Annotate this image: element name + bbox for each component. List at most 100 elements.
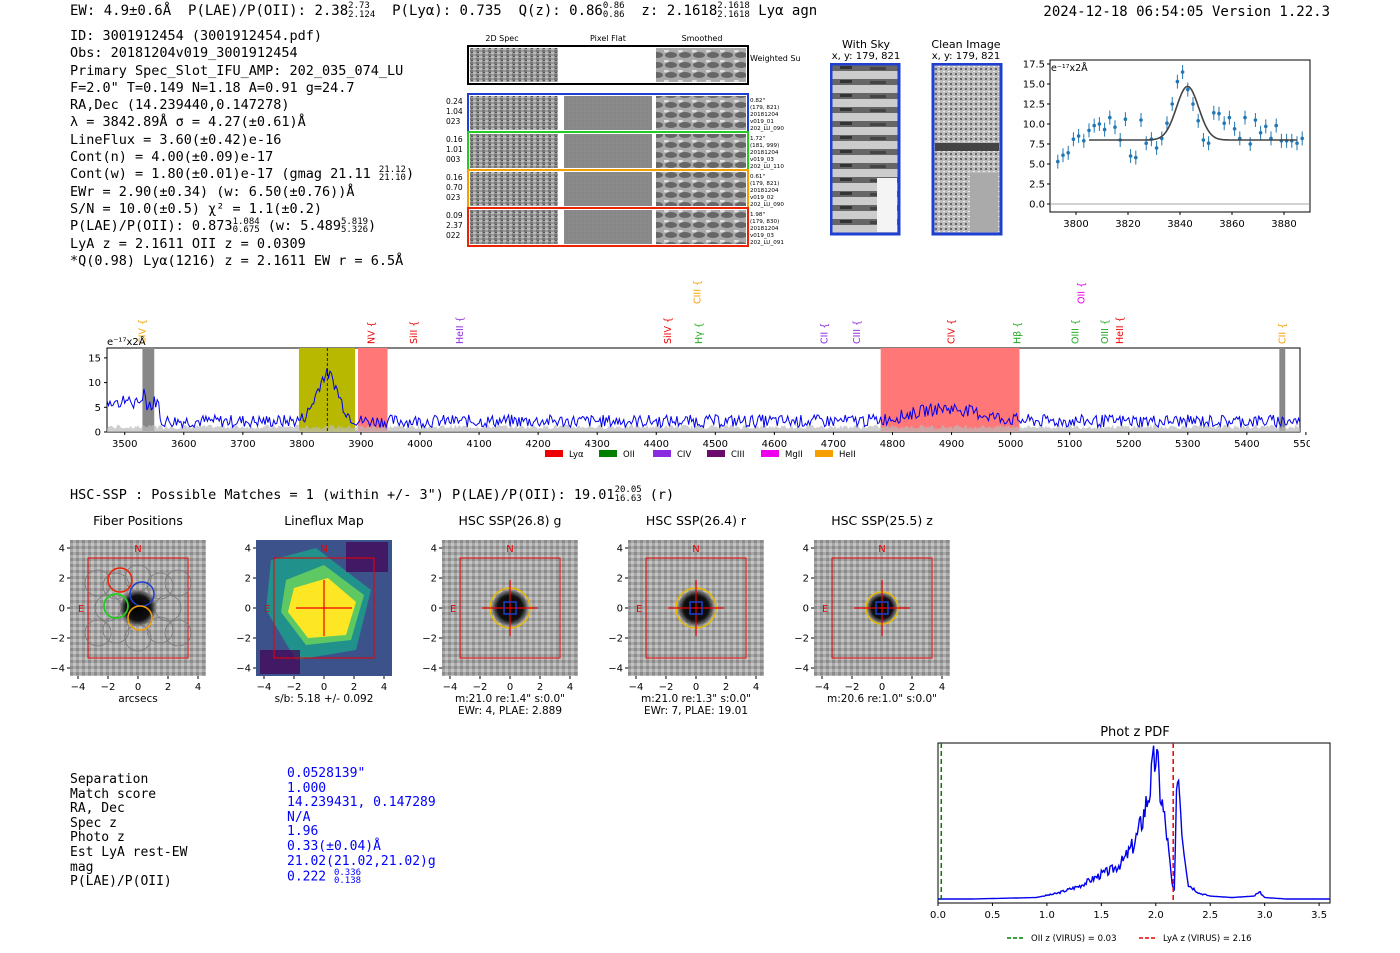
fit-point <box>1186 87 1190 92</box>
hsc-panel-title: HSC SSP(26.8) g <box>459 513 562 528</box>
fiber-2d-spec <box>470 134 558 168</box>
legend-label: CIV <box>677 450 691 460</box>
hsc-ytick: −4 <box>422 664 437 675</box>
match-value: 14.239431, 0.147289 <box>287 795 436 811</box>
spectral-line-label: OII { <box>1076 282 1087 304</box>
fiber-circle <box>102 616 130 644</box>
fit-point <box>1300 136 1304 141</box>
fiber-right-info: 202_LU_091 <box>750 240 784 246</box>
spectrum-xtick: 3700 <box>230 439 255 450</box>
match-label: Est LyA rest-EW <box>70 844 188 860</box>
fit-xtick: 3840 <box>1167 219 1192 230</box>
fit-point <box>1097 122 1102 126</box>
hsc-xtick: 0 <box>135 682 141 693</box>
fiber-right-info: 0.82" <box>750 98 765 104</box>
header-qz: Q(z): 0.86 <box>518 3 603 19</box>
hsc-ytick: −4 <box>236 664 251 675</box>
fit-point <box>1264 124 1268 129</box>
fit-point <box>1134 155 1138 160</box>
photz-legend-label: LyA z (VIRUS) = 2.16 <box>1163 934 1252 944</box>
spectrum-ytick: 0 <box>95 428 101 439</box>
fiber-circle <box>84 619 112 647</box>
fit-point <box>1243 115 1247 120</box>
with-sky-title: With Sky x, y: 179, 821 <box>831 38 901 62</box>
hsc-xtick: 4 <box>381 682 387 693</box>
spectrum-xtick: 5500 <box>1293 439 1310 450</box>
spectrum-xtick: 4000 <box>407 439 432 450</box>
fiber-circle <box>94 594 122 622</box>
info-sn: S/N = 10.0(±0.5) χ² = 1.1(±0.2) <box>70 200 322 217</box>
fiber-left-stat: 0.16 <box>446 173 463 182</box>
hsc-xtick: 2 <box>351 682 357 693</box>
fiber-circle-green <box>103 593 129 619</box>
header-plya: P(Lyα): 0.735 <box>392 3 502 19</box>
info-contw: Cont(w) = 1.80(±0.01)e-17 (gmag 21.11 21… <box>70 165 415 184</box>
fiber-left-stat: 003 <box>446 155 461 164</box>
fiber-left-stat: 1.04 <box>446 107 463 116</box>
spectrum-xtick: 4500 <box>703 439 728 450</box>
info-fwhm: F=2.0" T=0.149 N=1.18 A=0.91 g=24.7 <box>70 79 355 96</box>
match-label: Match score <box>70 786 157 802</box>
fit-point <box>1165 121 1169 125</box>
hsc-ytick: −2 <box>608 634 623 645</box>
search-box <box>831 557 933 659</box>
photz-xtick: 1.5 <box>1093 910 1109 921</box>
hsc-xtick: 0 <box>693 682 699 693</box>
spectral-line-label: Hβ { <box>1013 322 1024 344</box>
hsc-xtick: 4 <box>567 682 573 693</box>
hsc-caption2: EWr: 4, PLAE: 2.889 <box>458 705 562 717</box>
spectrum-xtick: 3500 <box>112 439 137 450</box>
fit-point <box>1113 125 1117 129</box>
info-radec: RA,Dec (14.239440,0.147278) <box>70 97 290 114</box>
info-lya-z: LyA z = 2.1611 OII z = 0.0309 <box>70 235 306 252</box>
info-lineflux: LineFlux = 3.60(±0.42)e-16 <box>70 131 282 148</box>
fiber-left-stat: 023 <box>446 193 461 202</box>
hsc-ytick: −2 <box>422 634 437 645</box>
fit-point <box>1222 121 1226 125</box>
fit-ytick: 0.0 <box>1029 200 1045 211</box>
hsc-xtick: 2 <box>909 682 915 693</box>
sky-residual <box>107 424 1300 432</box>
spectral-line-label: CIV { <box>137 319 148 344</box>
spectrum-highlight-region <box>880 348 1020 432</box>
fit-point <box>1056 159 1060 164</box>
fiber-right-info: (179, 830) <box>750 219 779 225</box>
spectral-line-label: SiIV { <box>663 317 674 344</box>
north-label: N <box>692 544 699 555</box>
gaussian-fit-curve <box>1089 85 1297 141</box>
hsc-panel-title: HSC SSP(25.5) z <box>831 513 933 528</box>
fit-point <box>1175 79 1180 84</box>
fit-point <box>1274 123 1278 128</box>
fiber-2d-spec <box>470 210 558 244</box>
header-plae-hi: 2.73 <box>348 1 370 11</box>
spectrum-xtick: 4100 <box>466 439 491 450</box>
info-contn: Cont(n) = 4.00(±0.09)e-17 <box>70 149 274 166</box>
fiber-right-info: 1.98" <box>750 212 765 218</box>
photz-xtick: 0.0 <box>930 910 946 921</box>
fit-point <box>1087 128 1091 133</box>
hsc-ytick: 4 <box>803 544 809 555</box>
fit-point <box>1102 127 1107 132</box>
fiber-2d-spec <box>470 96 558 130</box>
fiber-circle <box>164 619 192 647</box>
spectral-line-label: CIII { <box>852 320 863 344</box>
fiber-circle-orange <box>127 605 153 631</box>
hsc-ytick: −4 <box>50 664 65 675</box>
fit-ytick: 2.5 <box>1029 180 1045 191</box>
fiber-right-info: 202_LU_090 <box>750 126 784 132</box>
fit-point <box>1108 115 1112 120</box>
hsc-caption: arcsecs <box>118 693 157 705</box>
line-fit-chart: e⁻¹⁷x2Å 0.0 2.5 5.0 7.5 10.0 12.5 15.0 17.5 380… <box>1023 59 1311 230</box>
fiber-right-info: (179, 821) <box>750 181 779 187</box>
fit-ytick: 7.5 <box>1029 140 1045 151</box>
hsc-ytick: 2 <box>59 574 65 585</box>
hsc-ytick: 4 <box>59 544 65 555</box>
match-label: Photo z <box>70 830 125 846</box>
fiber-right-info: 20181204 <box>750 188 779 194</box>
photz-pdf-chart: Phot z PDF 0.0 0.5 1.0 1.5 2.0 2.5 3.0 3.5 OII … <box>930 725 1331 944</box>
legend-label: OII <box>623 450 635 460</box>
east-label: E <box>450 604 456 615</box>
match-label: Spec z <box>70 815 117 831</box>
spectral-line-label: NV { <box>367 321 378 344</box>
